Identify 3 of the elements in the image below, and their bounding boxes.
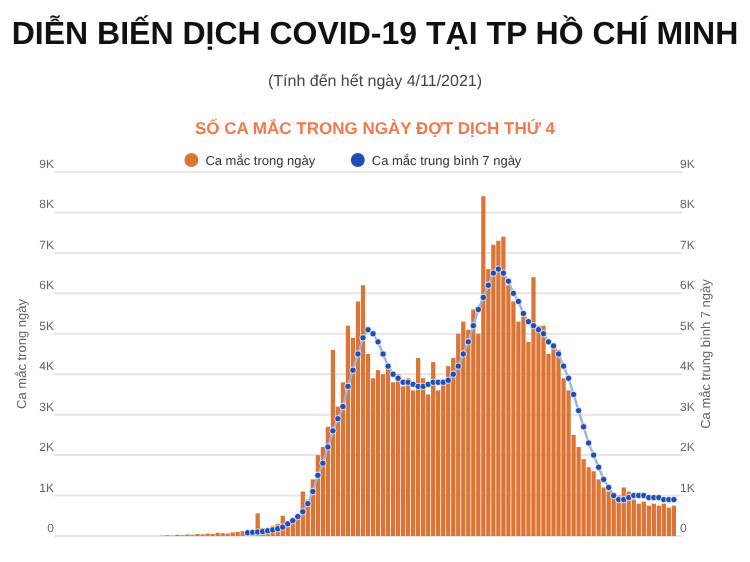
- text: SỐ CA MẮC TRONG NGÀY ĐỢT DỊCH THỨ 4: [194, 118, 556, 138]
- chart-title: DIỄN BIẾN DỊCH COVID-19 TẠI TP HỒ CHÍ MINH: [11, 14, 739, 52]
- chart-subtitle: (Tính đến hết ngày 4/11/2021): [267, 72, 483, 90]
